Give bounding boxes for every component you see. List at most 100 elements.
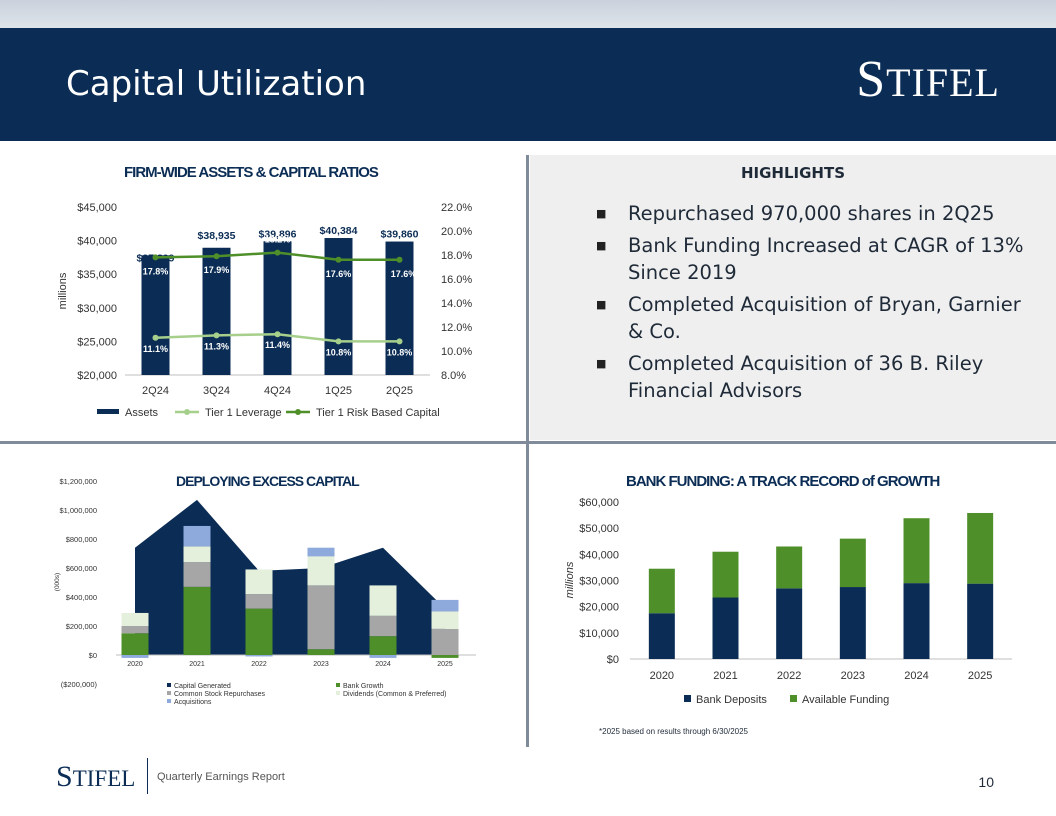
header-bar	[0, 28, 1056, 141]
stacked-bar-segment	[431, 599, 459, 612]
stacked-bar-segment	[369, 636, 397, 655]
highlight-item: ■ Completed Acquisition of Bryan, Garnier…	[596, 291, 1036, 345]
available-funding-bar	[967, 512, 994, 584]
tier1-leverage-label: 10.8%	[326, 347, 352, 357]
bank-funding-chart-title: BANK FUNDING: A TRACK RECORD of GROWTH	[626, 473, 940, 490]
stifel-logo: STIFEL	[856, 50, 1000, 109]
legend-swatch	[336, 683, 340, 687]
y-tick-label: ($200,000)	[61, 680, 98, 689]
legend-swatch	[167, 699, 171, 703]
y-tick-label: $50,000	[579, 523, 619, 535]
assets-bar-label: $39,860	[381, 229, 419, 241]
tier1-risk-label: 17.9%	[204, 265, 230, 275]
tier1-leverage-label: 10.8%	[387, 347, 413, 357]
highlight-text: Bank Funding Increased at CAGR of 13% Si…	[628, 234, 1024, 284]
x-tick-label: 2022	[777, 670, 801, 682]
footer-logo: STIFEL	[56, 760, 135, 794]
legend-swatch	[684, 695, 691, 702]
legend-label: Capital Generated	[174, 683, 231, 690]
x-tick-label: 3Q24	[203, 385, 230, 397]
stacked-bar-segment	[183, 525, 211, 547]
stacked-bar-segment	[307, 649, 335, 655]
legend-label: Tier 1 Risk Based Capital	[316, 407, 440, 419]
tier1-risk-point	[335, 256, 342, 263]
y2-tick-label: 18.0%	[441, 250, 472, 262]
stacked-bar-segment	[183, 546, 211, 563]
tier1-risk-label: 17.6%	[391, 269, 417, 279]
y-tick-label: $600,000	[66, 564, 97, 573]
x-tick-label: 2023	[313, 661, 329, 668]
legend-swatch	[790, 695, 797, 702]
legend-marker	[184, 409, 190, 415]
bank-deposits-bar	[776, 588, 803, 659]
tier1-leverage-point	[396, 338, 403, 345]
y-axis-label: (000s)	[54, 573, 61, 591]
stacked-bar-segment	[245, 569, 273, 595]
highlight-text: Repurchased 970,000 shares in 2Q25	[628, 202, 995, 225]
x-tick-label: 1Q25	[325, 385, 352, 397]
y-tick-label: $0	[89, 651, 97, 660]
stacked-bar-segment	[121, 655, 149, 658]
footer-logo-rest: TIFEL	[72, 766, 136, 791]
y2-tick-label: 16.0%	[441, 274, 472, 286]
bank-deposits-bar	[648, 613, 675, 659]
y-tick-label: $10,000	[579, 628, 619, 640]
x-tick-label: 2024	[375, 661, 391, 668]
y2-tick-label: 10.0%	[441, 346, 472, 358]
y-tick-label: $45,000	[77, 202, 117, 214]
stacked-bar-segment	[245, 608, 273, 655]
x-tick-label: 2022	[251, 661, 267, 668]
y2-tick-label: 8.0%	[441, 370, 466, 382]
legend-swatch	[336, 691, 340, 695]
y2-tick-label: 14.0%	[441, 298, 472, 310]
page-number: 10	[978, 774, 994, 790]
tier1-leverage-point	[152, 334, 159, 341]
y-tick-label: $800,000	[66, 535, 97, 544]
tier1-leverage-point	[335, 338, 342, 345]
legend-label: Bank Growth	[343, 683, 384, 690]
y2-tick-label: 12.0%	[441, 322, 472, 334]
x-tick-label: 2Q24	[142, 385, 169, 397]
assets-bar-label: $39,896	[259, 228, 297, 240]
highlights-panel	[530, 155, 1056, 440]
bank-deposits-bar	[712, 597, 739, 659]
tier1-risk-point	[396, 256, 403, 263]
y-tick-label: $200,000	[66, 622, 97, 631]
legend-swatch	[167, 683, 171, 687]
tier1-risk-point	[152, 254, 159, 261]
legend-swatch	[97, 409, 119, 414]
x-tick-label: 2021	[189, 661, 205, 668]
legend-label: Bank Deposits	[696, 694, 767, 706]
legend-swatch	[167, 691, 171, 695]
x-tick-label: 2021	[713, 670, 737, 682]
y-tick-label: $1,200,000	[59, 477, 97, 486]
assets-bar	[385, 241, 414, 375]
assets-bar	[202, 247, 231, 375]
y-tick-label: $30,000	[77, 303, 117, 315]
y-axis-label: millions	[564, 561, 576, 598]
bank-deposits-bar	[839, 587, 866, 659]
highlight-item: ■ Repurchased 970,000 shares in 2Q25	[596, 200, 1036, 227]
x-tick-label: 4Q24	[264, 385, 291, 397]
stacked-bar-segment	[183, 562, 211, 587]
stacked-bar-segment	[431, 611, 459, 629]
y-tick-label: $20,000	[579, 602, 619, 614]
capital-generated-area	[135, 499, 445, 655]
x-tick-label: 2023	[841, 670, 865, 682]
x-tick-label: 2025	[968, 670, 992, 682]
highlight-item: ■ Bank Funding Increased at CAGR of 13% S…	[596, 232, 1036, 286]
logo-rest: TIFEL	[886, 60, 1000, 105]
footer-report-name: Quarterly Earnings Report	[157, 771, 285, 783]
top-strip	[0, 0, 1056, 28]
footer-separator	[147, 758, 148, 794]
available-funding-bar	[776, 546, 803, 589]
tier1-leverage-label: 11.1%	[143, 344, 168, 354]
y-tick-label: $400,000	[66, 593, 97, 602]
y-tick-label: $0	[607, 654, 619, 666]
assets-bar-label: $40,384	[320, 225, 358, 237]
tier1-risk-label: 17.6%	[326, 269, 352, 279]
tier1-leverage-label: 11.4%	[265, 340, 290, 350]
legend-label: Tier 1 Leverage	[205, 407, 282, 419]
stacked-bar-segment	[307, 547, 335, 557]
